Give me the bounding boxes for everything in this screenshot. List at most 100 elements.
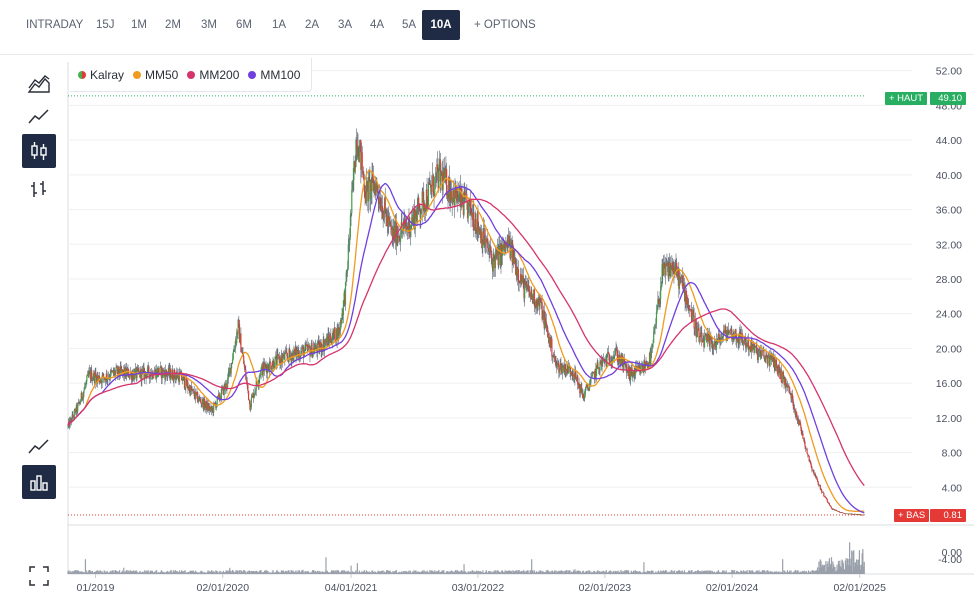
candle-body: [771, 354, 773, 361]
volume-bar: [551, 570, 554, 574]
range-5a[interactable]: 5A: [402, 19, 417, 31]
candle-body: [690, 309, 692, 318]
volume-bar: [124, 571, 126, 574]
volume-bar: [800, 572, 802, 574]
candle-body: [692, 309, 695, 316]
volume-bar: [588, 570, 591, 574]
range-intraday[interactable]: INTRADAY: [26, 19, 84, 31]
legend-item-kalray[interactable]: Kalray: [78, 68, 124, 82]
candle-body: [478, 228, 480, 232]
fullscreen-button[interactable]: [22, 558, 56, 592]
legend-item-mm100[interactable]: MM100: [248, 68, 300, 82]
ohlc-bar-icon: [31, 181, 46, 197]
volume-bar: [774, 571, 776, 574]
candle-body: [784, 378, 787, 388]
volume-bar: [82, 572, 84, 574]
volume-bar: [188, 572, 190, 574]
candlestick-button[interactable]: [22, 134, 56, 168]
candle-body: [330, 335, 332, 342]
volume-bar: [443, 570, 445, 574]
volume-bar: [115, 570, 117, 574]
volume-bar: [512, 571, 515, 574]
range-4a[interactable]: 4A: [370, 19, 385, 31]
candle-body: [814, 474, 817, 477]
volume-bar: [511, 572, 513, 574]
range-2a[interactable]: 2A: [305, 19, 320, 31]
volume-bar: [575, 572, 577, 574]
volume-bar: [692, 572, 695, 574]
range-1a[interactable]: 1A: [272, 19, 287, 31]
options-button[interactable]: + OPTIONS: [474, 19, 536, 31]
candle-body: [86, 375, 88, 382]
volume-bar: [215, 570, 218, 574]
volume-bar: [768, 572, 771, 574]
candle-body: [508, 235, 510, 248]
candle-body: [287, 358, 289, 362]
volume-bar: [120, 572, 122, 574]
volume-bar: [286, 571, 288, 574]
candle-body: [188, 388, 190, 390]
candle-body: [73, 410, 75, 418]
range-6m[interactable]: 6M: [236, 19, 252, 31]
volume-bar: [787, 572, 789, 574]
volume-bar: [122, 572, 124, 574]
volume-bar: [596, 570, 598, 574]
legend-item-mm50[interactable]: MM50: [133, 68, 178, 82]
candle-body: [432, 175, 434, 185]
candlestick-icon: [31, 142, 47, 160]
range-3a[interactable]: 3A: [338, 19, 353, 31]
candle-body: [557, 362, 559, 364]
legend-item-mm200[interactable]: MM200: [187, 68, 239, 82]
volume-bar-button[interactable]: [22, 465, 56, 499]
candle-body: [724, 325, 726, 333]
area-chart-button[interactable]: [22, 68, 56, 102]
candle-body: [849, 513, 851, 515]
volume-bar: [842, 560, 844, 574]
candle-body: [595, 368, 597, 376]
candle-body: [338, 327, 340, 337]
candle-body: [638, 365, 640, 370]
candle-body: [863, 514, 865, 516]
range-15j[interactable]: 15J: [96, 19, 115, 31]
volume-bar: [704, 571, 706, 574]
candle-body: [561, 363, 563, 374]
candle-body: [365, 181, 368, 203]
ohlc-bar-button[interactable]: [22, 172, 56, 206]
range-10a[interactable]: 10A: [422, 10, 460, 40]
candle-body: [273, 360, 275, 369]
volume-bar: [519, 571, 522, 574]
candle-body: [613, 356, 615, 359]
candle-body: [291, 352, 294, 356]
range-1m[interactable]: 1M: [131, 19, 147, 31]
volume-bar: [652, 570, 654, 574]
volume-bar: [153, 571, 156, 574]
candle-body: [670, 265, 672, 277]
candle-body: [279, 358, 281, 364]
volume-line-button[interactable]: [22, 430, 56, 464]
range-3m[interactable]: 3M: [201, 19, 217, 31]
candle-body: [434, 176, 436, 196]
candle-body: [584, 394, 586, 399]
candle-body: [622, 356, 624, 370]
range-2m[interactable]: 2M: [165, 19, 181, 31]
candle-body: [542, 310, 545, 318]
volume-bar: [678, 570, 681, 574]
candle-body: [591, 371, 593, 377]
volume-bar: [833, 566, 835, 574]
volume-bar: [773, 572, 775, 574]
candle-body: [282, 356, 284, 362]
volume-bar: [582, 570, 584, 574]
candle-body: [198, 397, 200, 401]
candle-body: [577, 375, 579, 385]
line-chart-button[interactable]: [22, 100, 56, 134]
volume-bar: [418, 572, 421, 574]
volume-bar: [694, 570, 697, 574]
candle-body: [437, 171, 439, 189]
candle-body: [699, 332, 702, 337]
volume-bar: [853, 550, 855, 574]
candle-body: [172, 379, 174, 382]
candle-body: [593, 372, 595, 374]
volume-bar: [738, 571, 740, 574]
candle-body: [127, 369, 129, 372]
